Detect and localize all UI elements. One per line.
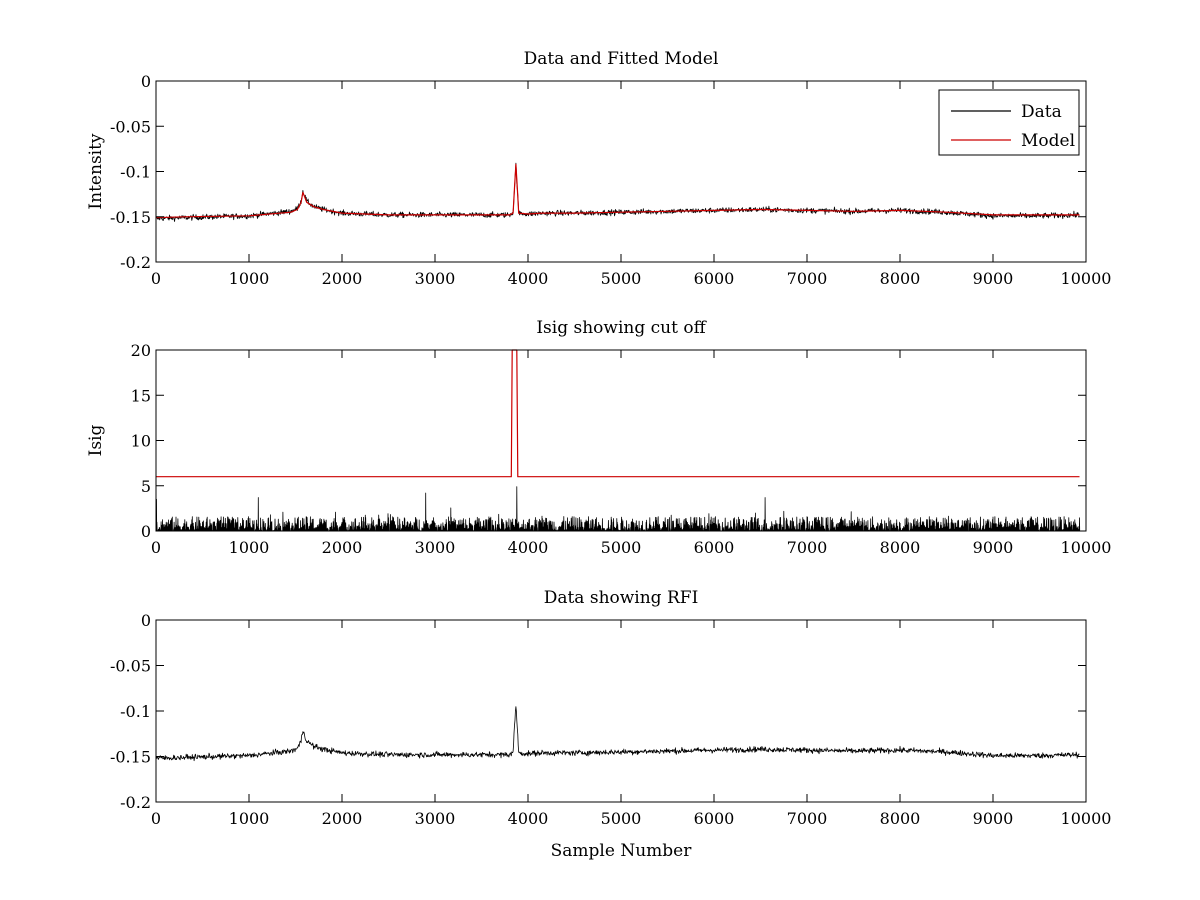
x-tick-label: 3000 (415, 538, 456, 557)
legend: Data Model (938, 89, 1080, 156)
x-tick-label: 0 (151, 538, 161, 557)
x-tick-label: 10000 (1061, 269, 1112, 288)
y-tick-label: -0.15 (110, 208, 151, 227)
x-tick-label: 7000 (787, 809, 828, 828)
x-tick-label: 2000 (322, 269, 363, 288)
y-tick-label: 10 (131, 432, 151, 451)
x-tick-label: 8000 (880, 269, 921, 288)
y-axis-label: Isig (86, 425, 106, 457)
series-model-line (155, 163, 1080, 219)
chart-panel-1: 0 1000 2000 3000 4000 5000 6000 7000 8000 9000 100… (86, 49, 1111, 288)
y-tick-label: 0 (141, 522, 151, 541)
x-tick-label: 8000 (880, 809, 921, 828)
x-tick-label: 6000 (694, 538, 735, 557)
legend-label: Model (1021, 131, 1075, 151)
series-data-line (155, 706, 1080, 762)
x-tick-label: 1000 (229, 269, 270, 288)
x-tick-label: 7000 (787, 269, 828, 288)
x-tick-label: 2000 (322, 538, 363, 557)
x-tick-label: 5000 (601, 538, 642, 557)
y-tick-label: 0 (141, 72, 151, 91)
x-tick-label: 7000 (787, 538, 828, 557)
x-tick-label: 2000 (322, 809, 363, 828)
y-tick-label: -0.05 (110, 117, 151, 136)
series-isig-line (155, 486, 1081, 532)
x-tick-label: 1000 (229, 538, 270, 557)
y-tick-label: -0.2 (120, 253, 151, 272)
axes-frame (155, 619, 1087, 803)
legend-box (938, 89, 1080, 156)
y-tick-label: 15 (131, 386, 151, 405)
y-tick-label: 20 (131, 341, 151, 360)
x-tick-label: 0 (151, 809, 161, 828)
x-tick-label: 10000 (1061, 538, 1112, 557)
series-cut-off-line (156, 349, 1080, 478)
chart-title: Data showing RFI (544, 588, 699, 608)
x-tick-label: 9000 (973, 538, 1014, 557)
x-tick-label: 3000 (415, 809, 456, 828)
x-tick-label: 4000 (508, 809, 549, 828)
chart-panel-3: 0 1000 2000 3000 4000 5000 6000 7000 8000 9000 100… (110, 588, 1111, 861)
y-tick-label: -0.15 (110, 748, 151, 767)
y-tick-label: 0 (141, 611, 151, 630)
x-tick-label: 5000 (601, 809, 642, 828)
x-tick-label: 9000 (973, 269, 1014, 288)
legend-label: Data (1021, 102, 1062, 122)
y-tick-label: 5 (141, 477, 151, 496)
x-tick-label: 3000 (415, 269, 456, 288)
axes-frame (155, 349, 1087, 532)
chart-title: Isig showing cut off (536, 318, 707, 338)
chart-title: Data and Fitted Model (524, 49, 719, 69)
chart-panel-2: 0 1000 2000 3000 4000 5000 6000 7000 8000 9000 100… (86, 318, 1111, 557)
x-tick-label: 0 (151, 269, 161, 288)
y-tick-label: -0.05 (110, 657, 151, 676)
x-axis-label: Sample Number (551, 841, 693, 861)
y-axis-label: Intensity (86, 133, 106, 209)
x-tick-label: 6000 (694, 809, 735, 828)
x-tick-label: 10000 (1061, 809, 1112, 828)
y-tick-label: -0.1 (120, 163, 151, 182)
y-tick-label: -0.1 (120, 702, 151, 721)
x-tick-label: 4000 (508, 269, 549, 288)
x-tick-label: 9000 (973, 809, 1014, 828)
x-tick-label: 4000 (508, 538, 549, 557)
x-tick-label: 6000 (694, 269, 735, 288)
x-tick-label: 5000 (601, 269, 642, 288)
x-tick-label: 8000 (880, 538, 921, 557)
x-tick-label: 1000 (229, 809, 270, 828)
y-tick-label: -0.2 (120, 793, 151, 812)
